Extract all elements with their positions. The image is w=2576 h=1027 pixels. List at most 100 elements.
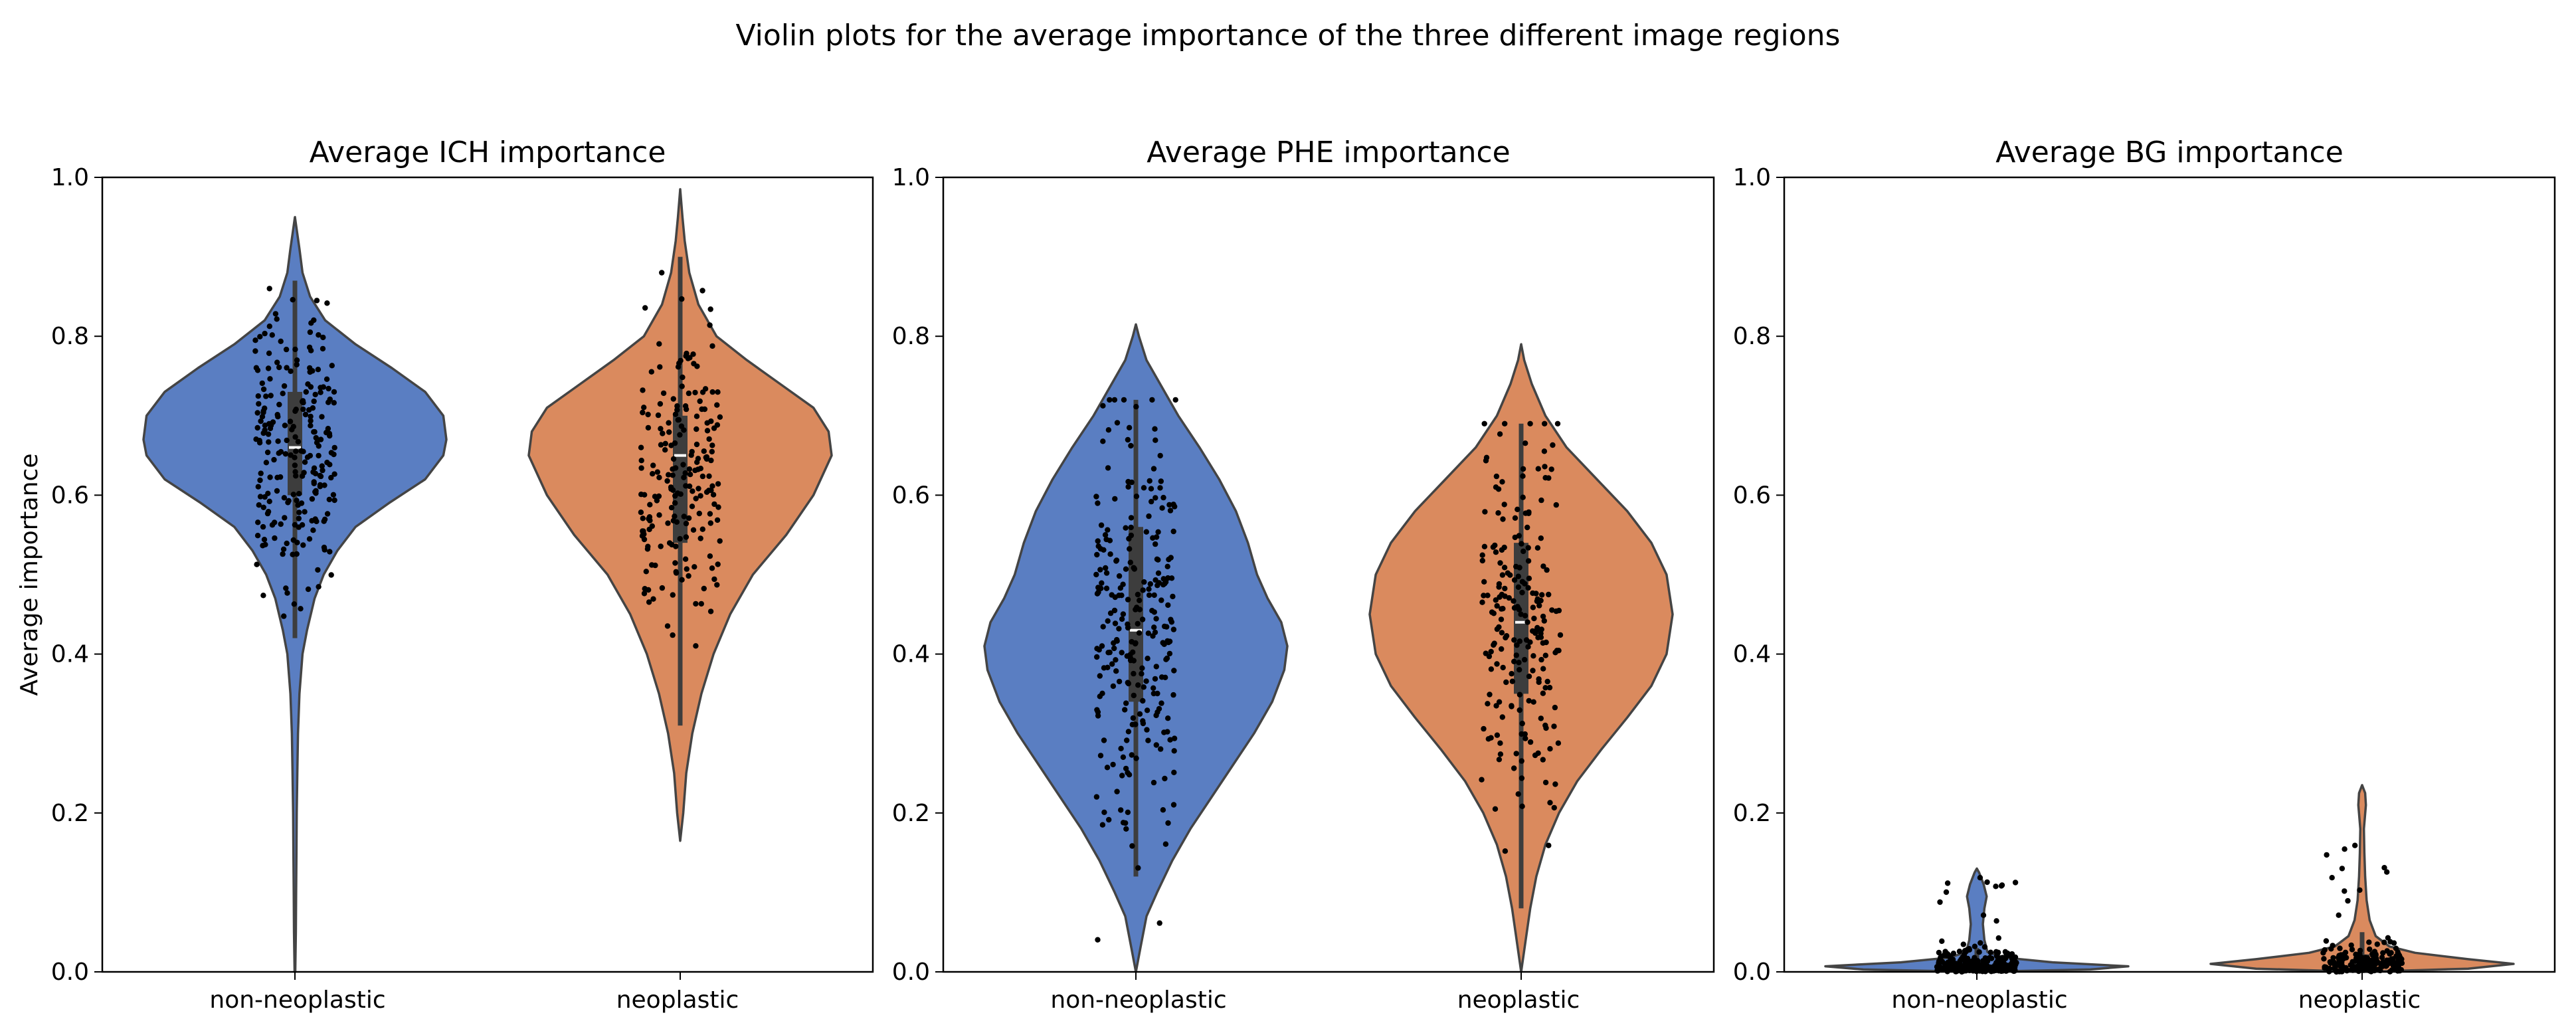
ich-data-point <box>656 474 662 480</box>
bg-data-point <box>2395 963 2401 970</box>
ich-data-point <box>267 376 273 382</box>
ich-data-point <box>673 569 679 575</box>
bg-importance-panel: Average BG importance non-neoplastic neo… <box>1733 136 2556 1014</box>
bg-data-point <box>1972 943 1978 949</box>
phe-data-point <box>1487 692 1493 698</box>
phe-data-point <box>1150 535 1156 541</box>
phe-data-point <box>1116 573 1123 579</box>
phe-data-point <box>1094 646 1100 652</box>
ich-data-point <box>318 389 323 395</box>
ich-data-point <box>274 488 280 494</box>
phe-data-point <box>1152 437 1158 443</box>
phe-data-point <box>1540 613 1546 620</box>
ich-data-point <box>296 524 302 530</box>
bg-data-point <box>1962 951 1968 957</box>
ich-data-point <box>672 560 678 566</box>
ich-data-point <box>711 425 717 431</box>
phe-data-point <box>1494 603 1500 609</box>
phe-data-point <box>1557 632 1564 638</box>
phe-data-point <box>1515 584 1522 590</box>
ich-data-point <box>303 389 309 395</box>
phe-data-point <box>1479 599 1485 605</box>
phe-data-point <box>1481 420 1487 426</box>
phe-data-point <box>1099 580 1105 586</box>
ich-data-point <box>265 365 272 371</box>
ich-data-point <box>280 391 286 397</box>
bg-data-point <box>1938 953 1944 960</box>
ich-data-point <box>298 500 305 506</box>
bg-data-point <box>2374 941 2380 947</box>
ich-data-point <box>648 369 654 375</box>
ich-ytick-label: 0.4 <box>51 641 89 668</box>
phe-data-point <box>1535 750 1541 757</box>
phe-data-point <box>1101 809 1107 816</box>
ich-data-point <box>650 462 656 468</box>
phe-data-point <box>1165 602 1171 608</box>
phe-data-point <box>1494 732 1501 738</box>
phe-data-point <box>1145 630 1152 636</box>
phe-data-point <box>1106 816 1112 823</box>
bg-data-point <box>1956 949 1963 955</box>
ich-data-point <box>307 369 313 375</box>
phe-data-point <box>1530 590 1536 597</box>
ich-data-point <box>714 517 721 523</box>
ich-data-point <box>681 514 688 519</box>
phe-data-point <box>1511 765 1517 771</box>
ich-data-point <box>662 447 668 453</box>
phe-data-point <box>1111 645 1117 652</box>
ich-data-point <box>708 487 714 494</box>
ich-data-point <box>256 438 262 444</box>
ich-data-point <box>292 346 298 353</box>
phe-data-point <box>1171 748 1177 754</box>
phe-data-point <box>1093 494 1099 500</box>
ich-data-point <box>257 333 263 339</box>
phe-data-point <box>1513 563 1519 570</box>
phe-data-point <box>1125 680 1131 686</box>
ich-data-point <box>310 527 316 533</box>
phe-data-point <box>1479 552 1485 558</box>
ich-data-point <box>260 593 266 599</box>
phe-data-point <box>1119 650 1125 656</box>
bg-data-point <box>2322 964 2328 970</box>
bg-data-point <box>1980 912 1987 918</box>
ich-data-point <box>699 526 706 532</box>
ich-data-point <box>272 311 279 317</box>
ich-data-point <box>316 584 322 590</box>
phe-data-point <box>1538 715 1544 721</box>
phe-data-point <box>1552 781 1558 787</box>
ich-data-point <box>668 442 674 448</box>
ich-data-point <box>647 502 653 508</box>
bg-data-point <box>2352 842 2358 848</box>
phe-data-point <box>1534 627 1540 633</box>
phe-data-point <box>1103 585 1110 591</box>
phe-data-point <box>1118 745 1124 752</box>
bg-data-point <box>2337 945 2343 951</box>
phe-data-point <box>1107 551 1113 557</box>
phe-data-point <box>1526 674 1532 680</box>
bg-data-point <box>1993 884 1999 889</box>
ich-data-point <box>302 411 309 418</box>
phe-data-point <box>1509 671 1515 677</box>
phe-data-point <box>1123 525 1129 531</box>
bg-ytick-label: 0.2 <box>1733 800 1771 827</box>
ich-data-point <box>300 406 306 413</box>
ich-data-point <box>262 405 268 411</box>
ich-data-point <box>325 399 331 405</box>
phe-data-point <box>1125 809 1131 816</box>
phe-data-point <box>1517 667 1522 673</box>
ich-data-point <box>260 386 267 393</box>
ich-data-point <box>697 398 703 405</box>
phe-data-point <box>1095 538 1101 544</box>
phe-data-point <box>1170 802 1177 808</box>
phe-data-point <box>1112 620 1119 626</box>
phe-data-point <box>1146 592 1152 599</box>
ich-data-point <box>673 543 679 549</box>
ich-data-point <box>697 535 703 541</box>
phe-data-point <box>1130 715 1137 721</box>
phe-data-point <box>1494 661 1500 667</box>
ich-data-point <box>260 523 266 530</box>
phe-data-point <box>1155 557 1161 563</box>
bg-data-point <box>2331 959 2337 965</box>
ich-data-point <box>318 473 324 480</box>
ich-data-point <box>299 399 306 405</box>
